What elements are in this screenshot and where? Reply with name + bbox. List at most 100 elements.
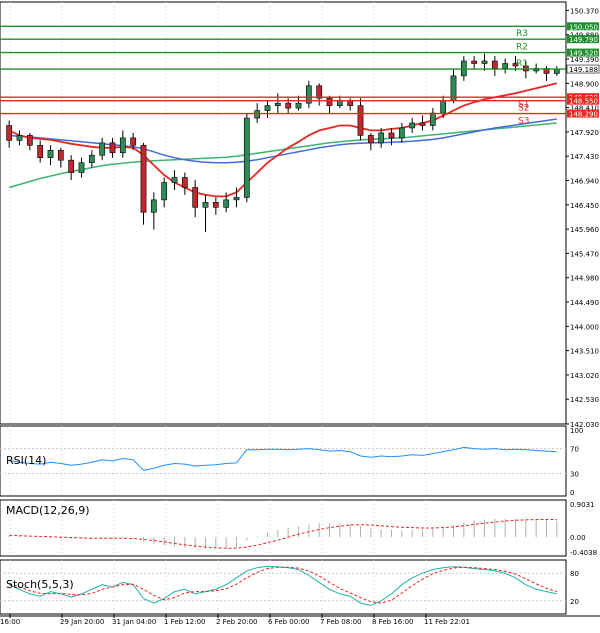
resistance-top-label: 150.050 xyxy=(569,23,598,31)
stoch-ytick-label: 20 xyxy=(570,598,579,606)
candle-body xyxy=(109,142,116,154)
candle-body xyxy=(26,135,33,146)
panel-frame-price xyxy=(0,1,567,425)
support-name-S1: S1 xyxy=(518,100,529,110)
candle-body xyxy=(316,85,323,99)
candle-body xyxy=(336,100,343,106)
price-ytick-label: 143.020 xyxy=(570,372,599,380)
price-ytick-label: 145.960 xyxy=(570,226,599,234)
candle-body xyxy=(326,97,333,106)
candle-body xyxy=(440,100,447,114)
stoch-ytick-label: 80 xyxy=(570,570,579,578)
rsi-ytick-label: 0 xyxy=(570,489,574,497)
support-tag-S3 xyxy=(567,109,599,118)
candle-body xyxy=(512,63,519,67)
support-value-S2: 148.550 xyxy=(569,98,598,106)
candle-body xyxy=(264,105,271,111)
price-ytick-label: 144.980 xyxy=(570,275,599,283)
candle-body xyxy=(150,199,157,213)
candle-body xyxy=(88,154,95,163)
resistance-tag-R2 xyxy=(567,48,599,57)
candle-body xyxy=(471,60,478,64)
candle-body xyxy=(243,117,250,198)
candle-body xyxy=(212,202,219,208)
support-value-S3: 148.290 xyxy=(569,111,598,119)
rsi-line xyxy=(9,446,557,471)
rsi-ytick-label: 100 xyxy=(570,427,583,435)
rsi-ytick-label: 70 xyxy=(570,446,579,454)
price-ytick-label: 143.510 xyxy=(570,348,599,356)
current-price-tag xyxy=(566,64,600,74)
xtick-label: 16:00 xyxy=(0,618,20,626)
price-ytick-label: 148.900 xyxy=(570,80,599,88)
candle-body xyxy=(47,149,54,159)
panel-frame-stoch xyxy=(0,559,567,615)
candle-body xyxy=(347,100,354,106)
resistance-name-R2: R2 xyxy=(516,43,528,53)
price-ytick-label: 146.450 xyxy=(570,202,599,210)
candle-body xyxy=(223,199,230,208)
resistance-tag-R3 xyxy=(567,35,599,44)
candle-body xyxy=(16,135,23,141)
macd-ytick-label: -0.4038 xyxy=(570,549,597,557)
xtick-label: 29 Jan 20:00 xyxy=(60,618,104,626)
candle-body xyxy=(481,60,488,64)
candle-body xyxy=(367,135,374,144)
panel-frame-rsi xyxy=(0,425,567,497)
candle-body xyxy=(161,182,168,201)
candle-body xyxy=(130,137,137,146)
candle-body xyxy=(285,102,292,109)
candle-body xyxy=(305,85,312,104)
macd-signal-line xyxy=(9,519,557,549)
candle-body xyxy=(388,132,395,139)
candle-body xyxy=(491,60,498,69)
candle-body xyxy=(119,137,126,154)
price-ytick-label: 144.000 xyxy=(570,323,599,331)
xtick-label: 7 Feb 08:00 xyxy=(320,618,361,626)
candle-body xyxy=(419,122,426,126)
rsi-title: RSI(14) xyxy=(6,454,46,467)
candle-body xyxy=(202,202,209,208)
support-tag-S2 xyxy=(567,96,599,105)
candle-body xyxy=(192,187,199,208)
price-ytick-label: 150.370 xyxy=(570,7,599,15)
candle-body xyxy=(140,145,147,213)
price-ytick-label: 142.530 xyxy=(570,396,599,404)
support-name-S3: S3 xyxy=(518,117,529,127)
candle-body xyxy=(274,102,281,106)
price-ytick-label: 147.920 xyxy=(570,129,599,137)
resistance-value-R3: 149.790 xyxy=(569,36,598,44)
candle-body xyxy=(57,149,64,161)
candle-body xyxy=(171,177,178,183)
current-price-label: 149.188 xyxy=(569,66,598,74)
candle-body xyxy=(378,132,385,144)
xtick-label: 2 Feb 20:00 xyxy=(216,618,257,626)
candle-body xyxy=(357,105,364,136)
price-ytick-label: 145.470 xyxy=(570,250,599,258)
support-name-S2: S2 xyxy=(518,104,529,114)
xtick-label: 8 Feb 16:00 xyxy=(372,618,413,626)
price-ytick-label: 142.030 xyxy=(570,421,599,429)
xtick-label: 6 Feb 00:00 xyxy=(268,618,309,626)
candle-body xyxy=(502,63,509,69)
candle-body xyxy=(37,145,44,159)
price-ytick-label: 147.430 xyxy=(570,153,599,161)
stoch-signal-line xyxy=(9,566,557,604)
macd-ytick-label: 0.9031 xyxy=(570,501,595,509)
price-ytick-label: 144.490 xyxy=(570,299,599,307)
candle-body xyxy=(68,159,75,173)
candle-body xyxy=(78,162,85,173)
resistance-name-R3: R3 xyxy=(516,29,528,39)
price-ytick-label: 148.410 xyxy=(570,105,599,113)
candle-body xyxy=(429,112,436,126)
candle-body xyxy=(409,122,416,129)
rsi-ytick-label: 30 xyxy=(570,470,579,478)
macd-ytick-label: 0.00 xyxy=(570,534,586,542)
resistance-top-tag xyxy=(567,22,599,31)
xtick-label: 11 Feb 22:01 xyxy=(424,618,470,626)
candle-body xyxy=(295,102,302,109)
stoch-title: Stoch(5,5,3) xyxy=(6,578,74,591)
candle-body xyxy=(181,177,188,188)
